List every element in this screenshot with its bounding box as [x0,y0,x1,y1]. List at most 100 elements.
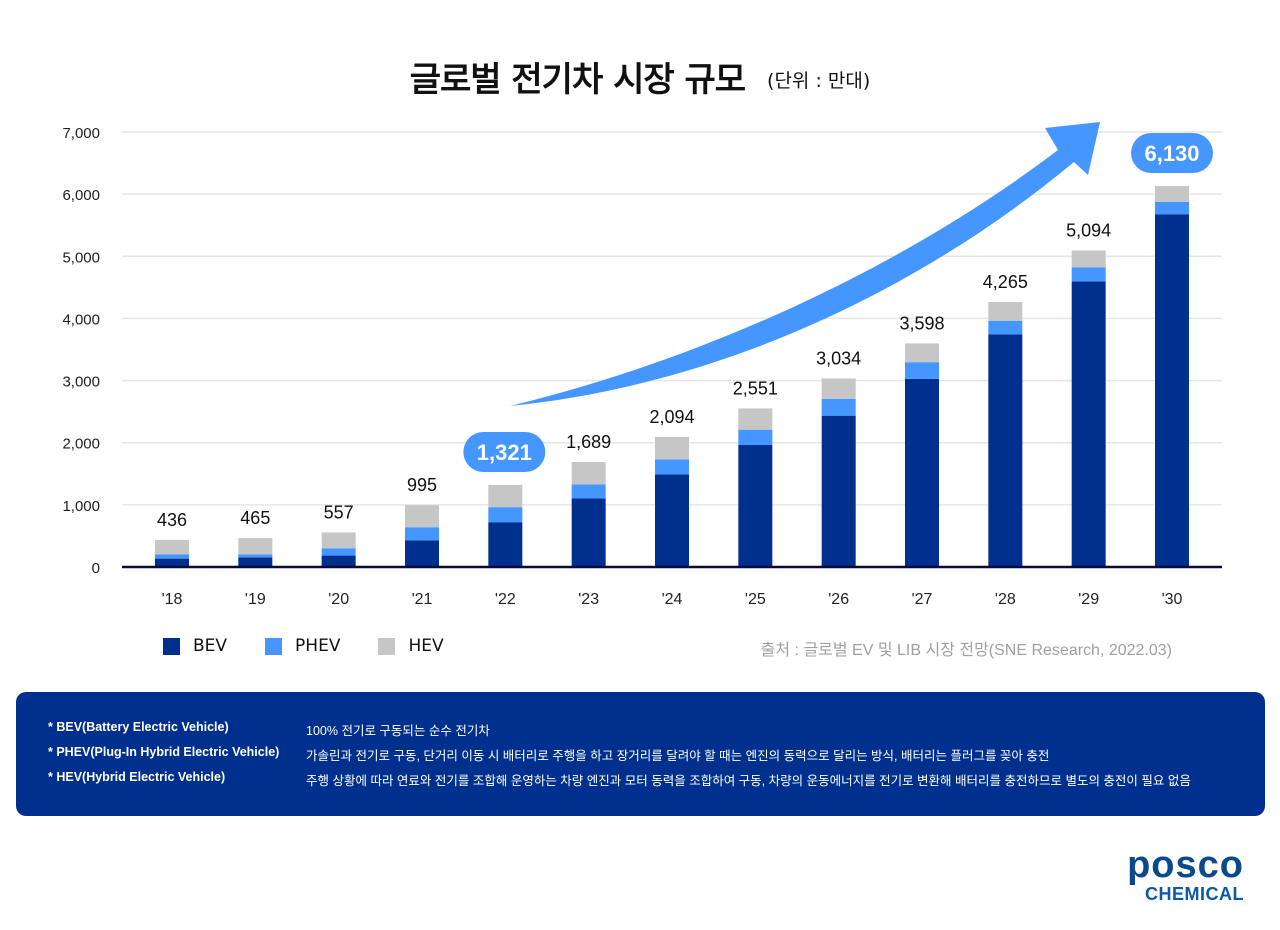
legend-label-hev: HEV [408,636,444,656]
bar-segment-phev [571,484,606,499]
logo-chemical: CHEMICAL [1145,884,1244,904]
bar-segment-bev [321,555,356,567]
definitions-box: * BEV(Battery Electric Vehicle) 100% 전기로 … [16,692,1265,816]
definition-term: * PHEV(Plug-In Hybrid Electric Vehicle) [48,745,280,759]
total-label: 5,094 [1066,220,1111,240]
total-label-highlighted: 6,130 [1144,141,1199,166]
logo-posco: posco [1127,844,1244,886]
bar-segment-hev [1071,250,1106,268]
x-tick-label: '25 [745,591,766,608]
unit-label: (단위 : 만대) [767,70,871,92]
definition-bev: * BEV(Battery Electric Vehicle) 100% 전기로 … [48,720,490,739]
x-tick-label: '27 [912,591,933,608]
bar-segment-phev [905,362,939,379]
definition-desc: 주행 상황에 따라 연료와 전기를 조합해 운영하는 차량 엔진과 모터 동력을… [306,774,1191,788]
bar-segment-hev [488,484,523,508]
bar-segment-hev [155,539,189,555]
bar-segment-hev [738,408,773,430]
y-tick-label: 1,000 [62,498,100,515]
y-tick-label: 5,000 [62,249,100,266]
bar-segment-phev [488,507,523,523]
bar-segment-phev [405,527,439,541]
total-label: 2,094 [649,407,694,427]
bar-segment-bev [655,474,689,567]
y-tick-label: 4,000 [62,311,100,328]
bar-segment-hev [321,532,356,549]
bar-segment-bev [738,445,773,567]
x-tick-label: '30 [1162,591,1183,608]
bar-segment-phev [1155,201,1189,215]
definition-desc: 가솔린과 전기로 구동, 단거리 이동 시 배터리로 주행을 하고 장거리를 달… [306,749,1050,763]
x-tick-label: '18 [162,591,183,608]
total-label: 2,551 [733,378,778,398]
bar-segment-bev [1155,214,1189,567]
legend-swatch-phev [265,637,283,655]
definition-hev: * HEV(Hybrid Electric Vehicle) 주행 상황에 따라 … [48,770,1191,789]
title-text: 글로벌 전기차 시장 규모 [409,60,746,100]
bar-segment-bev [405,540,439,567]
definition-term: * BEV(Battery Electric Vehicle) [48,720,229,734]
x-tick-label: '19 [245,591,266,608]
total-label-highlighted: 1,321 [477,440,532,465]
bar-segment-bev [155,558,189,567]
bar-segment-hev [238,538,273,555]
definition-phev: * PHEV(Plug-In Hybrid Electric Vehicle) 가… [48,745,1049,764]
y-tick-label: 0 [92,560,100,577]
x-tick-label: '28 [995,591,1016,608]
total-label: 3,598 [899,313,944,333]
bar-segment-bev [905,378,939,567]
legend: BEV PHEV HEV [163,636,482,656]
bar-segment-bev [571,498,606,567]
legend-label-bev: BEV [193,636,228,656]
bar-segment-phev [238,554,273,558]
bar-segment-phev [321,548,356,556]
bar-segment-phev [155,554,189,559]
total-label: 995 [407,475,437,495]
posco-chemical-logo: posco CHEMICAL [1127,846,1244,905]
x-tick-label: '21 [412,591,433,608]
x-tick-label: '24 [662,591,683,608]
chart-title: 글로벌 전기차 시장 규모 (단위 : 만대) [0,52,1280,101]
total-label: 1,689 [566,432,611,452]
total-label: 557 [324,502,354,522]
x-tick-label: '22 [495,591,516,608]
legend-label-phev: PHEV [295,636,341,656]
y-tick-label: 2,000 [62,436,100,453]
definition-term: * HEV(Hybrid Electric Vehicle) [48,770,226,784]
total-label: 3,034 [816,348,861,368]
bar-segment-hev [655,436,689,460]
x-tick-label: '20 [328,591,349,608]
bar-segment-hev [988,301,1023,321]
bar-segment-hev [821,378,856,399]
highlight-pill [1131,133,1213,173]
definition-desc: 100% 전기로 구동되는 순수 전기차 [306,724,490,738]
bar-segment-phev [1071,267,1106,282]
highlight-pill [463,432,546,472]
x-tick-label: '23 [578,591,599,608]
total-label: 436 [157,510,187,530]
legend-item-hev: HEV [378,636,444,656]
bar-segment-hev [905,343,939,363]
bar-segment-hev [1155,186,1189,202]
bar-segment-phev [655,459,689,475]
y-tick-label: 6,000 [62,187,100,204]
bar-segment-phev [821,398,856,416]
legend-item-phev: PHEV [265,636,340,656]
legend-swatch-hev [378,637,396,655]
y-tick-label: 7,000 [62,125,100,142]
bar-segment-bev [1071,281,1106,567]
bar-segment-bev [238,557,273,567]
bar-segment-bev [821,415,856,567]
x-tick-label: '29 [1078,591,1099,608]
total-label: 465 [240,508,270,528]
legend-item-bev: BEV [163,636,227,656]
bar-segment-hev [405,505,439,528]
x-tick-label: '26 [828,591,849,608]
source-note: 출처 : 글로벌 EV 및 LIB 시장 전망(SNE Research, 20… [760,642,1172,659]
bar-segment-phev [738,429,773,446]
bar-segment-bev [988,334,1023,567]
bar-segment-hev [571,462,606,485]
bar-segment-bev [488,522,523,567]
legend-swatch-bev [163,637,180,655]
